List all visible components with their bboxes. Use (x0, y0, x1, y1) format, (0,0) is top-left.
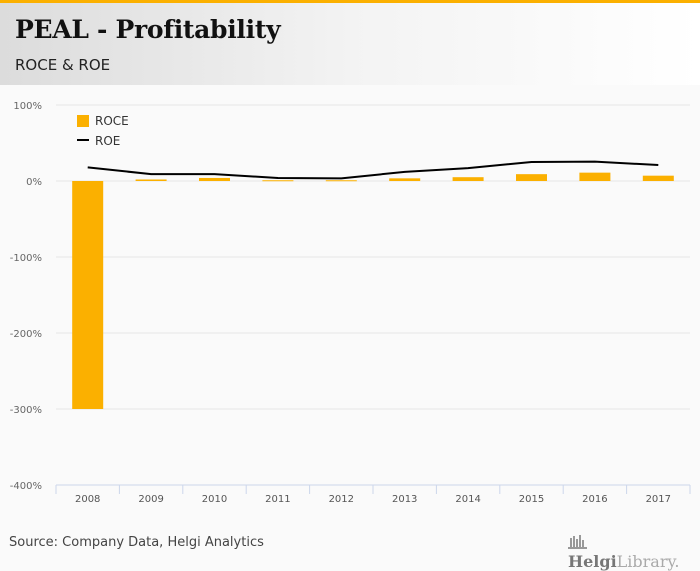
legend: ROCE ROE (77, 114, 129, 148)
legend-roce-label[interactable]: ROCE (95, 114, 129, 128)
x-tick-label: 2011 (265, 494, 290, 505)
legend-roe-label[interactable]: ROE (95, 134, 120, 148)
x-tick-label: 2010 (202, 494, 227, 505)
x-tick-label: 2009 (138, 494, 163, 505)
roce-bar-2013[interactable] (389, 178, 420, 181)
roce-bar-2010[interactable] (199, 178, 230, 181)
roce-bar-2012[interactable] (326, 180, 357, 181)
logo-text-bold: Helgi (568, 552, 617, 571)
roce-bars (72, 173, 674, 409)
grid-lines (56, 105, 690, 409)
y-tick-label: -200% (10, 329, 42, 340)
page-title: PEAL - Profitability (15, 15, 280, 44)
x-axis: 2008 2009 2010 2011 2012 2013 2014 2015 2016 2017 (56, 485, 690, 505)
page-subtitle: ROCE & ROE (15, 56, 110, 74)
y-tick-label: -400% (10, 481, 42, 492)
x-tick-label: 2012 (329, 494, 354, 505)
helgi-library-logo[interactable]: HelgiLibrary. (568, 533, 700, 571)
roce-bar-2017[interactable] (643, 176, 674, 181)
x-tick-label: 2017 (646, 494, 671, 505)
roce-bar-2008[interactable] (72, 181, 103, 409)
x-tick-label: 2008 (75, 494, 100, 505)
y-tick-label: 0% (26, 177, 42, 188)
logo-text-light: Library. (617, 552, 680, 571)
roe-line-group (88, 162, 659, 179)
roce-bar-2014[interactable] (453, 177, 484, 181)
y-tick-label: -300% (10, 405, 42, 416)
y-tick-label: 100% (13, 101, 42, 112)
roce-bar-2011[interactable] (262, 180, 293, 181)
roce-bar-2009[interactable] (136, 179, 167, 181)
roe-line[interactable] (88, 162, 659, 179)
y-axis-labels: 100% 0% -100% -200% -300% -400% (10, 101, 42, 492)
legend-roce-swatch[interactable] (77, 115, 89, 127)
x-tick-label: 2013 (392, 494, 417, 505)
y-tick-label: -100% (10, 253, 42, 264)
x-tick-label: 2016 (582, 494, 607, 505)
x-tick-label: 2014 (455, 494, 480, 505)
library-icon (568, 534, 590, 550)
source-note: Source: Company Data, Helgi Analytics (9, 535, 264, 550)
x-tick-label: 2015 (519, 494, 544, 505)
roce-bar-2015[interactable] (516, 174, 547, 181)
header: PEAL - Profitability ROCE & ROE (0, 3, 700, 85)
roce-bar-2016[interactable] (579, 173, 610, 181)
